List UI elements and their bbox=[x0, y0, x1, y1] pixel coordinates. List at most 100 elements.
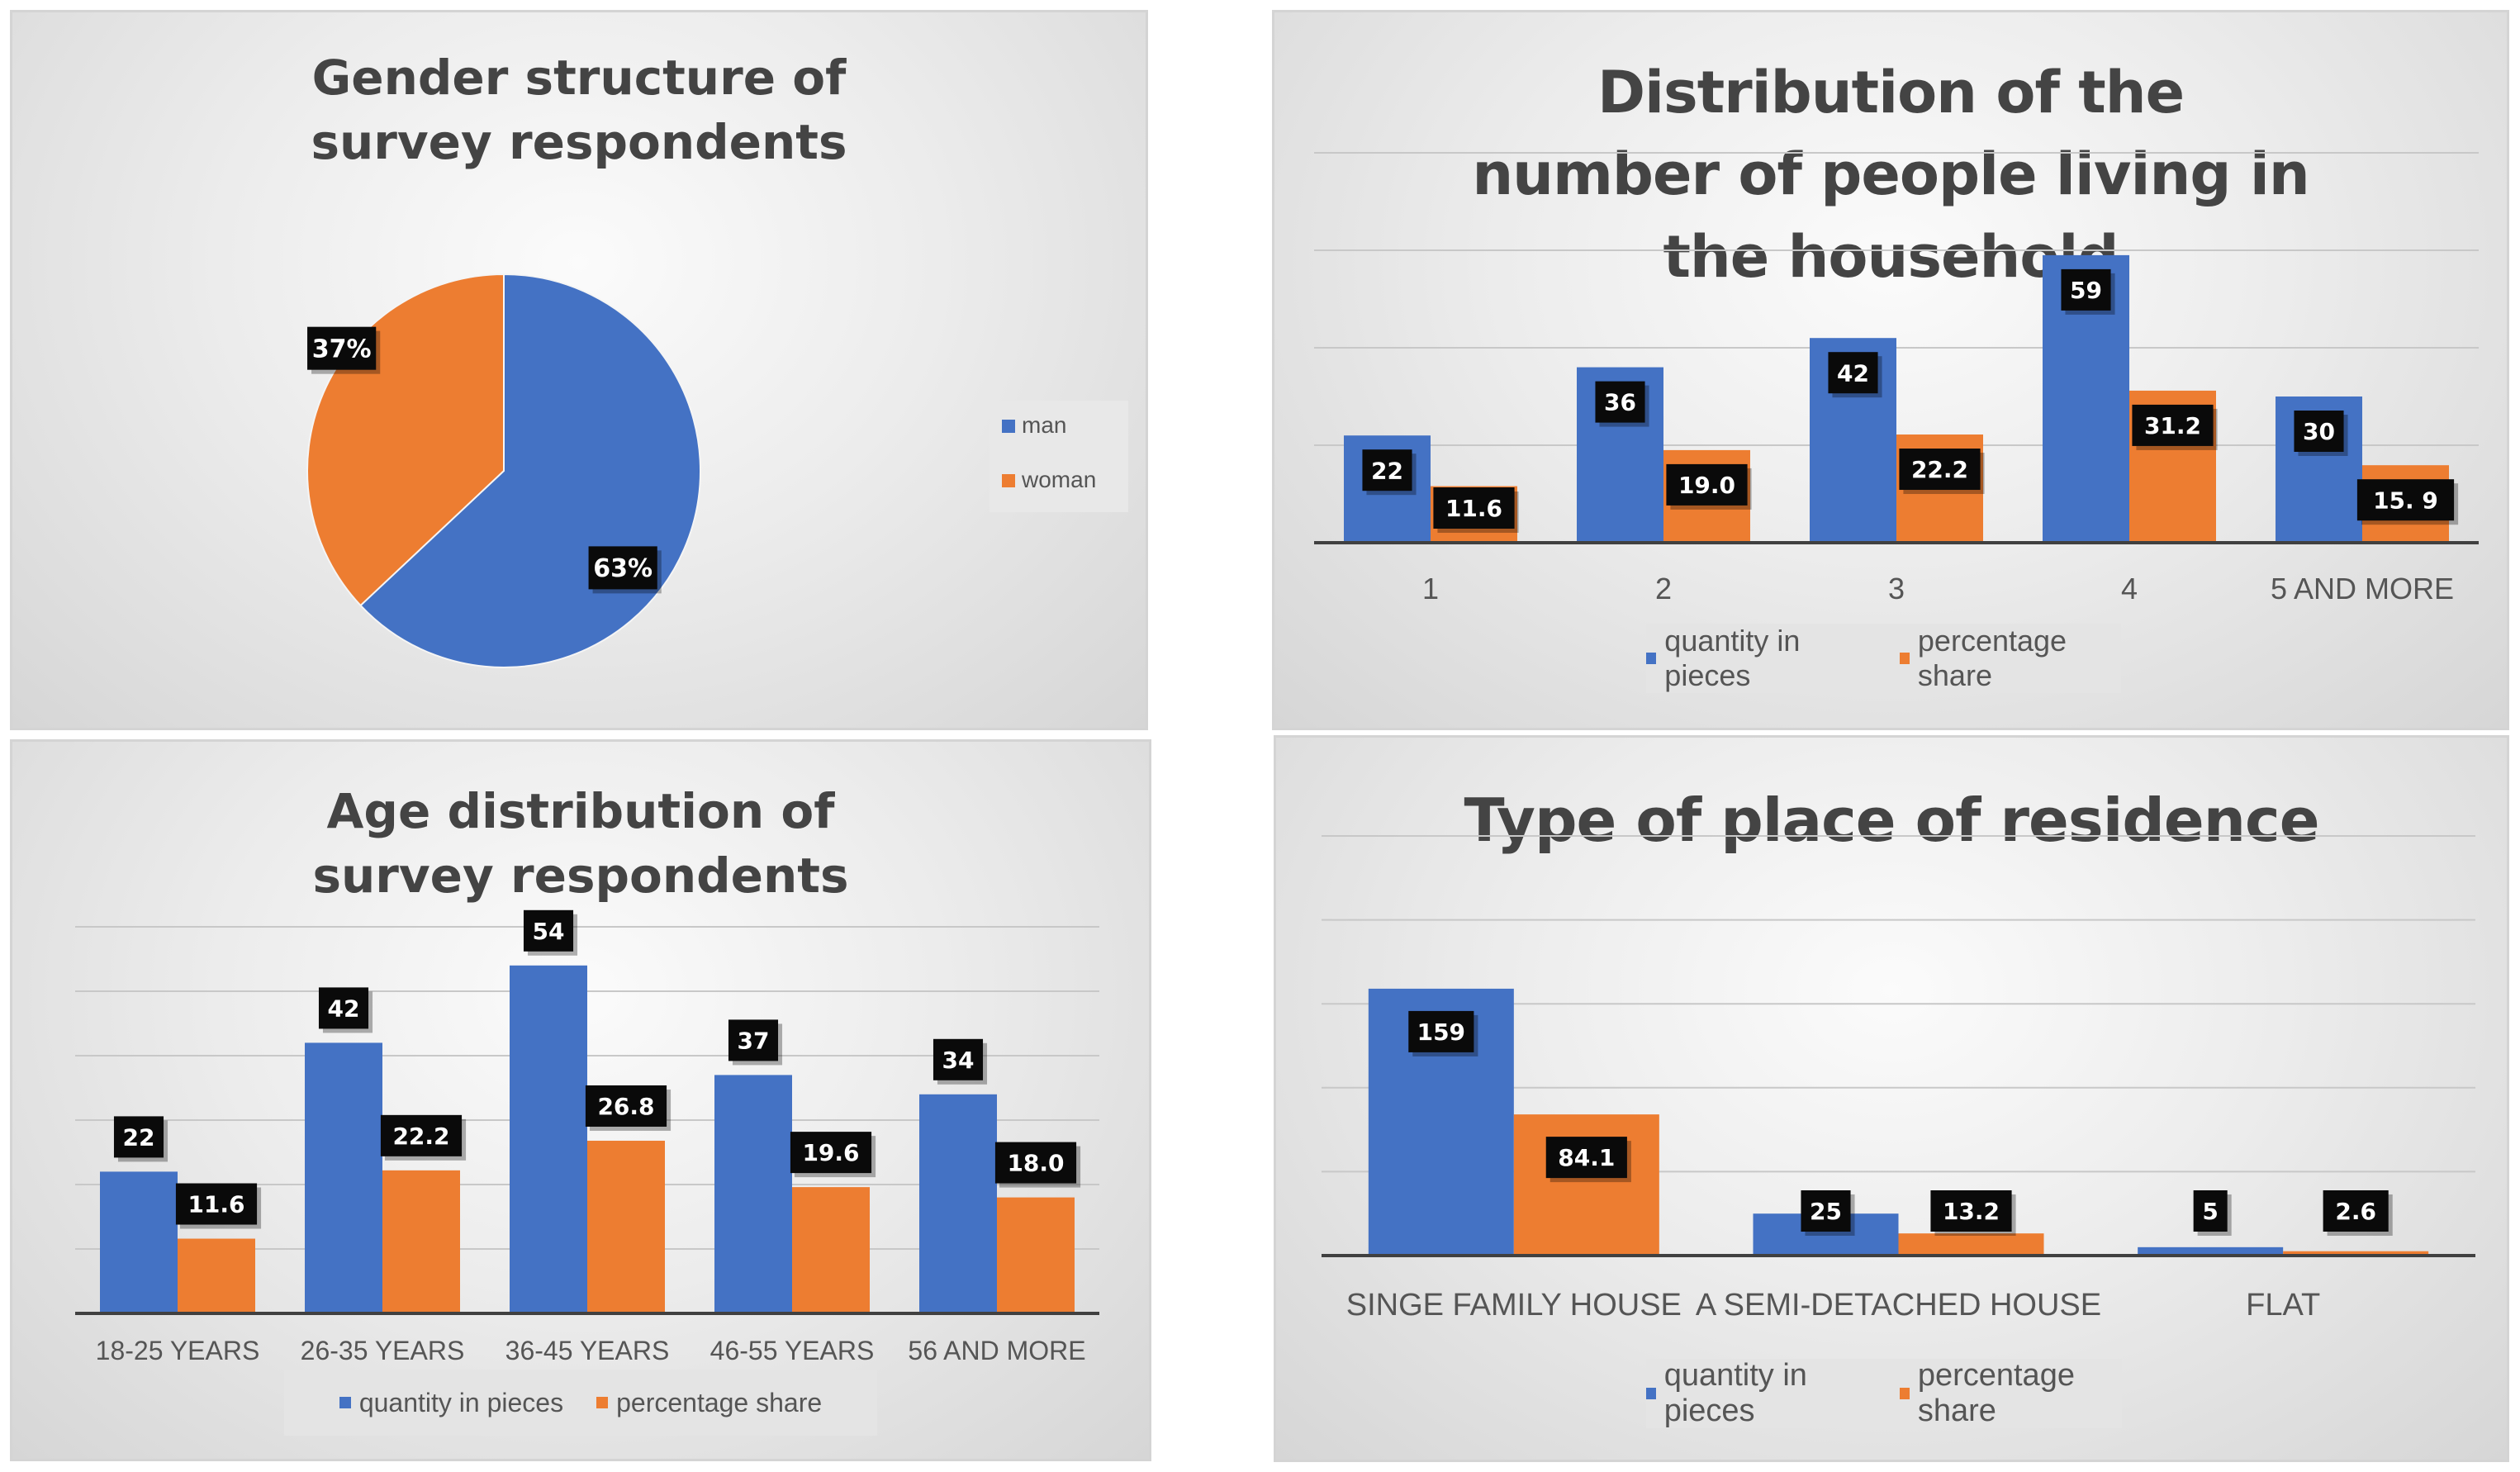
legend-item: quantity in pieces bbox=[1646, 1358, 1867, 1429]
data-label-text: 25 bbox=[1810, 1198, 1842, 1225]
data-label-quantity: 37 bbox=[728, 1019, 783, 1066]
data-label-text: 19.6 bbox=[802, 1139, 859, 1166]
data-label-box bbox=[2356, 479, 2455, 521]
data-label-text: 5 bbox=[2202, 1198, 2218, 1225]
x-tick-label: 1 bbox=[1422, 572, 1439, 605]
data-label-text: 2.6 bbox=[2335, 1198, 2376, 1225]
age-chart-panel: Age distribution of survey respondents 1… bbox=[10, 739, 1151, 1461]
data-label-box bbox=[1545, 1137, 1627, 1179]
data-label-box bbox=[307, 326, 377, 370]
data-label-box bbox=[1828, 352, 1878, 394]
legend-swatch bbox=[1002, 474, 1015, 487]
data-label-box bbox=[1666, 463, 1748, 506]
data-label-box bbox=[2061, 268, 2111, 311]
data-label-text: 13.2 bbox=[1943, 1198, 2000, 1225]
bar-percentage bbox=[178, 1238, 255, 1313]
data-label-percentage: 31.2 bbox=[2132, 404, 2218, 450]
data-label-percentage: 84.1 bbox=[1545, 1137, 1631, 1183]
data-label-text: 19.0 bbox=[1678, 472, 1735, 499]
data-label-box bbox=[588, 546, 657, 590]
data-label-quantity: 159 bbox=[1408, 1010, 1478, 1057]
data-label-box bbox=[728, 1019, 779, 1061]
data-label-percentage: 18.0 bbox=[994, 1142, 1081, 1188]
legend-swatch bbox=[1899, 653, 1910, 664]
legend-background bbox=[989, 401, 1128, 512]
legend-swatch bbox=[1646, 653, 1657, 664]
data-label-quantity: 25 bbox=[1801, 1190, 1855, 1236]
data-label-text: 31.2 bbox=[2144, 412, 2201, 439]
legend-label: percentage share bbox=[1917, 1358, 2075, 1428]
data-label-percentage: 11.6 bbox=[175, 1183, 262, 1229]
data-label-text: 159 bbox=[1417, 1019, 1465, 1046]
legend-label: percentage share bbox=[1917, 624, 2067, 692]
legend: quantity in pieces percentage share bbox=[1646, 1358, 2122, 1429]
data-label-percentage: 15. 9 bbox=[2356, 479, 2459, 525]
legend-swatch bbox=[596, 1397, 609, 1408]
x-tick-label: 4 bbox=[2121, 572, 2138, 605]
data-label-box bbox=[523, 909, 574, 952]
data-label-box bbox=[994, 1142, 1077, 1184]
legend-item: quantity in pieces bbox=[339, 1388, 563, 1418]
legend-label: percentage share bbox=[616, 1387, 823, 1417]
data-label-percentage: 19.0 bbox=[1666, 463, 1752, 510]
data-label-text: 22 bbox=[1371, 457, 1403, 484]
legend-swatch bbox=[339, 1397, 351, 1408]
data-label-text: 34 bbox=[942, 1047, 975, 1074]
legend-item: percentage share bbox=[1900, 1358, 2122, 1429]
data-label-box bbox=[1899, 449, 1981, 491]
data-label-quantity: 54 bbox=[523, 909, 578, 956]
data-label-box bbox=[2132, 404, 2214, 446]
legend: quantity in pieces percentage share bbox=[284, 1370, 877, 1436]
data-label-box bbox=[1433, 487, 1515, 529]
household-chart-panel: Distribution of the number of people liv… bbox=[1272, 10, 2509, 730]
data-label-box bbox=[790, 1132, 872, 1174]
data-label-text: 63% bbox=[593, 554, 653, 583]
x-tick-label: 46-55 YEARS bbox=[710, 1336, 875, 1365]
residence-chart-panel: Type of place of residence SINGE FAMILY … bbox=[1274, 735, 2509, 1462]
x-tick-label: SINGE FAMILY HOUSE bbox=[1346, 1288, 1682, 1322]
bar-quantity bbox=[100, 1171, 178, 1313]
data-label-box bbox=[1801, 1190, 1851, 1232]
data-label-box bbox=[113, 1116, 164, 1158]
legend-label: quantity in pieces bbox=[358, 1387, 564, 1417]
data-label-box bbox=[380, 1114, 463, 1156]
data-label-text: 26.8 bbox=[597, 1093, 654, 1120]
gender-chart-panel: Gender structure of survey respondents 6… bbox=[10, 10, 1148, 730]
data-label-box bbox=[1930, 1190, 2012, 1232]
x-tick-label: 5 AND MORE bbox=[2271, 572, 2454, 605]
legend-item: percentage share bbox=[1899, 624, 2121, 693]
data-label-text: 54 bbox=[533, 918, 565, 945]
data-label-quantity: 22 bbox=[113, 1116, 168, 1162]
bar-quantity bbox=[2138, 1246, 2284, 1256]
chart-title: Age distribution of survey respondents bbox=[312, 783, 849, 905]
x-tick-label: 36-45 YEARS bbox=[505, 1336, 670, 1365]
data-label-text: 15. 9 bbox=[2373, 487, 2438, 514]
legend-item: percentage share bbox=[596, 1388, 822, 1418]
data-label-box bbox=[1595, 381, 1645, 423]
data-label-quantity: 22 bbox=[1362, 449, 1417, 496]
data-label-percentage: 26.8 bbox=[585, 1085, 672, 1131]
data-label-box bbox=[2323, 1190, 2389, 1232]
bar-quantity bbox=[919, 1094, 997, 1313]
data-label-text: 22.2 bbox=[1911, 456, 1968, 483]
legend-label: man bbox=[1022, 412, 1066, 438]
data-label-text: 42 bbox=[328, 995, 360, 1022]
bar-quantity bbox=[305, 1042, 382, 1313]
pie-data-label: 63% bbox=[588, 546, 662, 594]
data-label-text: 59 bbox=[2070, 277, 2102, 304]
legend-swatch bbox=[1900, 1388, 1910, 1399]
gender-pie-chart: 63% 37% man woman bbox=[306, 273, 1128, 668]
legend-swatch bbox=[1646, 1388, 1656, 1399]
data-label-box bbox=[175, 1183, 258, 1225]
data-label-box bbox=[933, 1038, 984, 1080]
data-label-box bbox=[318, 987, 369, 1029]
x-tick-label: 56 AND MORE bbox=[908, 1336, 1085, 1365]
chart-title: Type of place of residence bbox=[1464, 786, 2319, 855]
data-label-text: 30 bbox=[2303, 418, 2335, 445]
x-tick-label: A SEMI-DETACHED HOUSE bbox=[1696, 1288, 2101, 1322]
bar-percentage bbox=[2283, 1251, 2429, 1256]
data-label-text: 42 bbox=[1837, 359, 1869, 387]
residence-bar-chart: SINGE FAMILY HOUSE A SEMI-DETACHED HOUSE F… bbox=[1322, 835, 2475, 1322]
data-label-box bbox=[1408, 1010, 1474, 1052]
data-label-text: 37% bbox=[312, 335, 372, 363]
